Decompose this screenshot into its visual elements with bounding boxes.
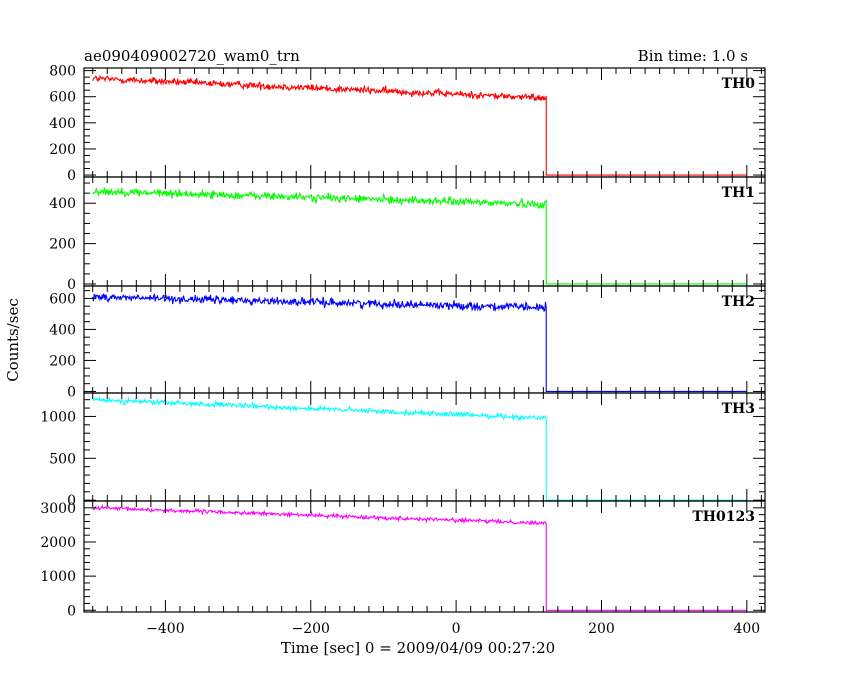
y-tick-label: 0: [67, 603, 76, 619]
x-tick-label: 0: [452, 621, 461, 637]
x-tick-label: −200: [292, 621, 330, 637]
y-tick-label: 400: [49, 196, 76, 212]
y-tick-label: 600: [49, 90, 76, 106]
panel-label-th1: TH1: [722, 185, 755, 201]
panel-th0123: 0 1000 2000 3000 TH0123: [40, 500, 766, 619]
y-tick-label: 200: [49, 353, 76, 369]
y-tick-label: 0: [67, 277, 76, 293]
y-tick-label: 200: [49, 142, 76, 158]
panel-frame-th3: [83, 392, 766, 502]
panel-th1: 0 200 400 TH1: [49, 176, 766, 293]
y-tick-label: 600: [49, 291, 76, 307]
x-tick-label: −400: [146, 621, 184, 637]
panel-frame-th2: [83, 285, 766, 394]
light-curve-th1: [92, 187, 747, 285]
y-axis-label: Counts/sec: [4, 298, 22, 382]
panel-th2: 0 200 400 600 TH2: [49, 285, 766, 400]
y-tick-label: 3000: [40, 501, 76, 517]
light-curve-th2: [92, 293, 747, 392]
x-tick-labels: −400 −200 0 200 400: [146, 621, 760, 637]
x-axis-label: Time [sec] 0 = 2009/04/09 00:27:20: [281, 639, 555, 657]
y-tick-label: 400: [49, 116, 76, 132]
light-curve-th3: [92, 396, 747, 501]
panel-frame-th0123: [83, 500, 766, 613]
y-tick-label: 800: [49, 64, 76, 80]
panel-label-th2: TH2: [722, 294, 755, 310]
bin-time-label: Bin time: 1.0 s: [638, 47, 748, 65]
y-tick-label: 400: [49, 322, 76, 338]
panel-label-th3: TH3: [722, 401, 755, 417]
panel-th0: 0 200 400 600 800 TH0: [49, 64, 766, 184]
panel-label-th0: TH0: [722, 76, 756, 92]
light-curve-th0123: [92, 503, 747, 611]
panel-label-th0123: TH0123: [692, 509, 755, 525]
y-tick-label: 1000: [40, 569, 76, 585]
y-tick-label: 500: [49, 451, 76, 467]
panel-th3: 0 500 1000 TH3: [40, 392, 766, 509]
y-tick-label: 1000: [40, 409, 76, 425]
x-tick-label: 200: [588, 621, 615, 637]
y-tick-label: 0: [67, 168, 76, 184]
y-tick-label: 0: [67, 493, 76, 509]
y-tick-label: 0: [67, 384, 76, 400]
y-tick-label: 2000: [40, 535, 76, 551]
x-tick-label: 400: [733, 621, 760, 637]
y-tick-label: 200: [49, 237, 76, 253]
light-curve-th0: [92, 74, 747, 176]
chart-title: ae090409002720_wam0_trn: [84, 47, 300, 65]
